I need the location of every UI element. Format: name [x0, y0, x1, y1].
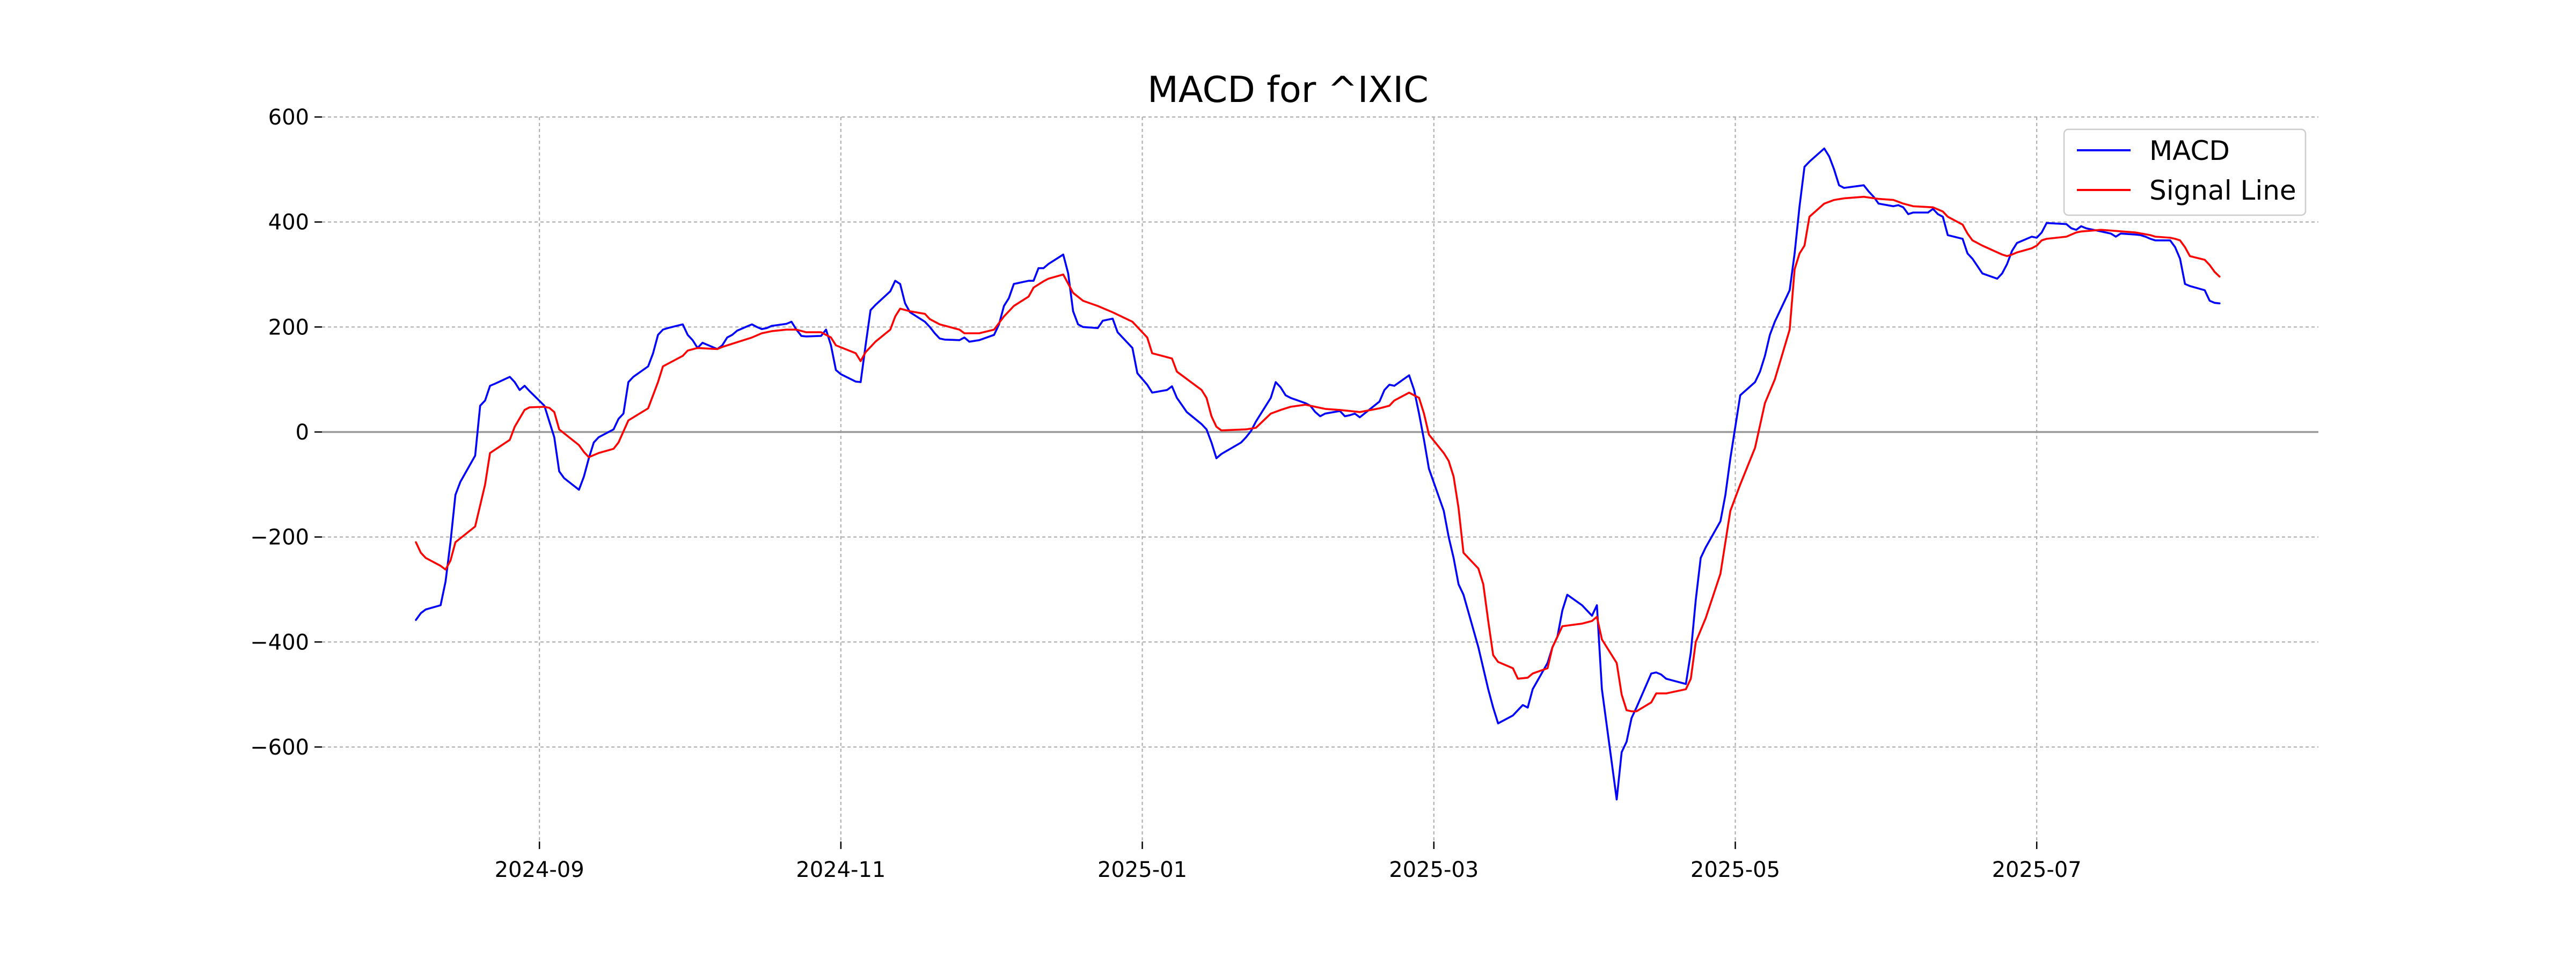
x-axis: 2024-09 2024-11 2025-01 2025-03 2025-05 2025-…	[495, 841, 2082, 882]
x-tick-label: 2024-11	[796, 858, 885, 882]
x-tick-label: 2025-05	[1690, 858, 1780, 882]
legend-label-macd: MACD	[2149, 135, 2230, 166]
y-tick-label: 0	[296, 420, 309, 445]
grid-lines	[322, 116, 2318, 841]
y-tick-label: 600	[268, 105, 309, 130]
series-line-macd	[415, 147, 2221, 801]
y-axis: 600 400 200 0 −200 −400 −600	[250, 105, 322, 760]
y-tick-label: −400	[250, 630, 309, 655]
x-tick-label: 2025-03	[1389, 858, 1479, 882]
x-tick-label: 2025-01	[1097, 858, 1187, 882]
legend: MACD Signal Line	[2063, 128, 2307, 216]
y-tick-label: −600	[250, 735, 309, 760]
chart-title: MACD for ^IXIC	[1147, 69, 1429, 111]
x-tick-label: 2024-09	[495, 858, 584, 882]
y-tick-label: 400	[268, 210, 309, 235]
legend-label-signal-line: Signal Line	[2149, 175, 2296, 206]
y-tick-label: 200	[268, 315, 309, 340]
series-line-signal-line	[415, 195, 2221, 713]
series-lines	[415, 147, 2221, 801]
x-tick-label: 2025-07	[1992, 858, 2082, 882]
y-tick-label: −200	[250, 525, 309, 550]
